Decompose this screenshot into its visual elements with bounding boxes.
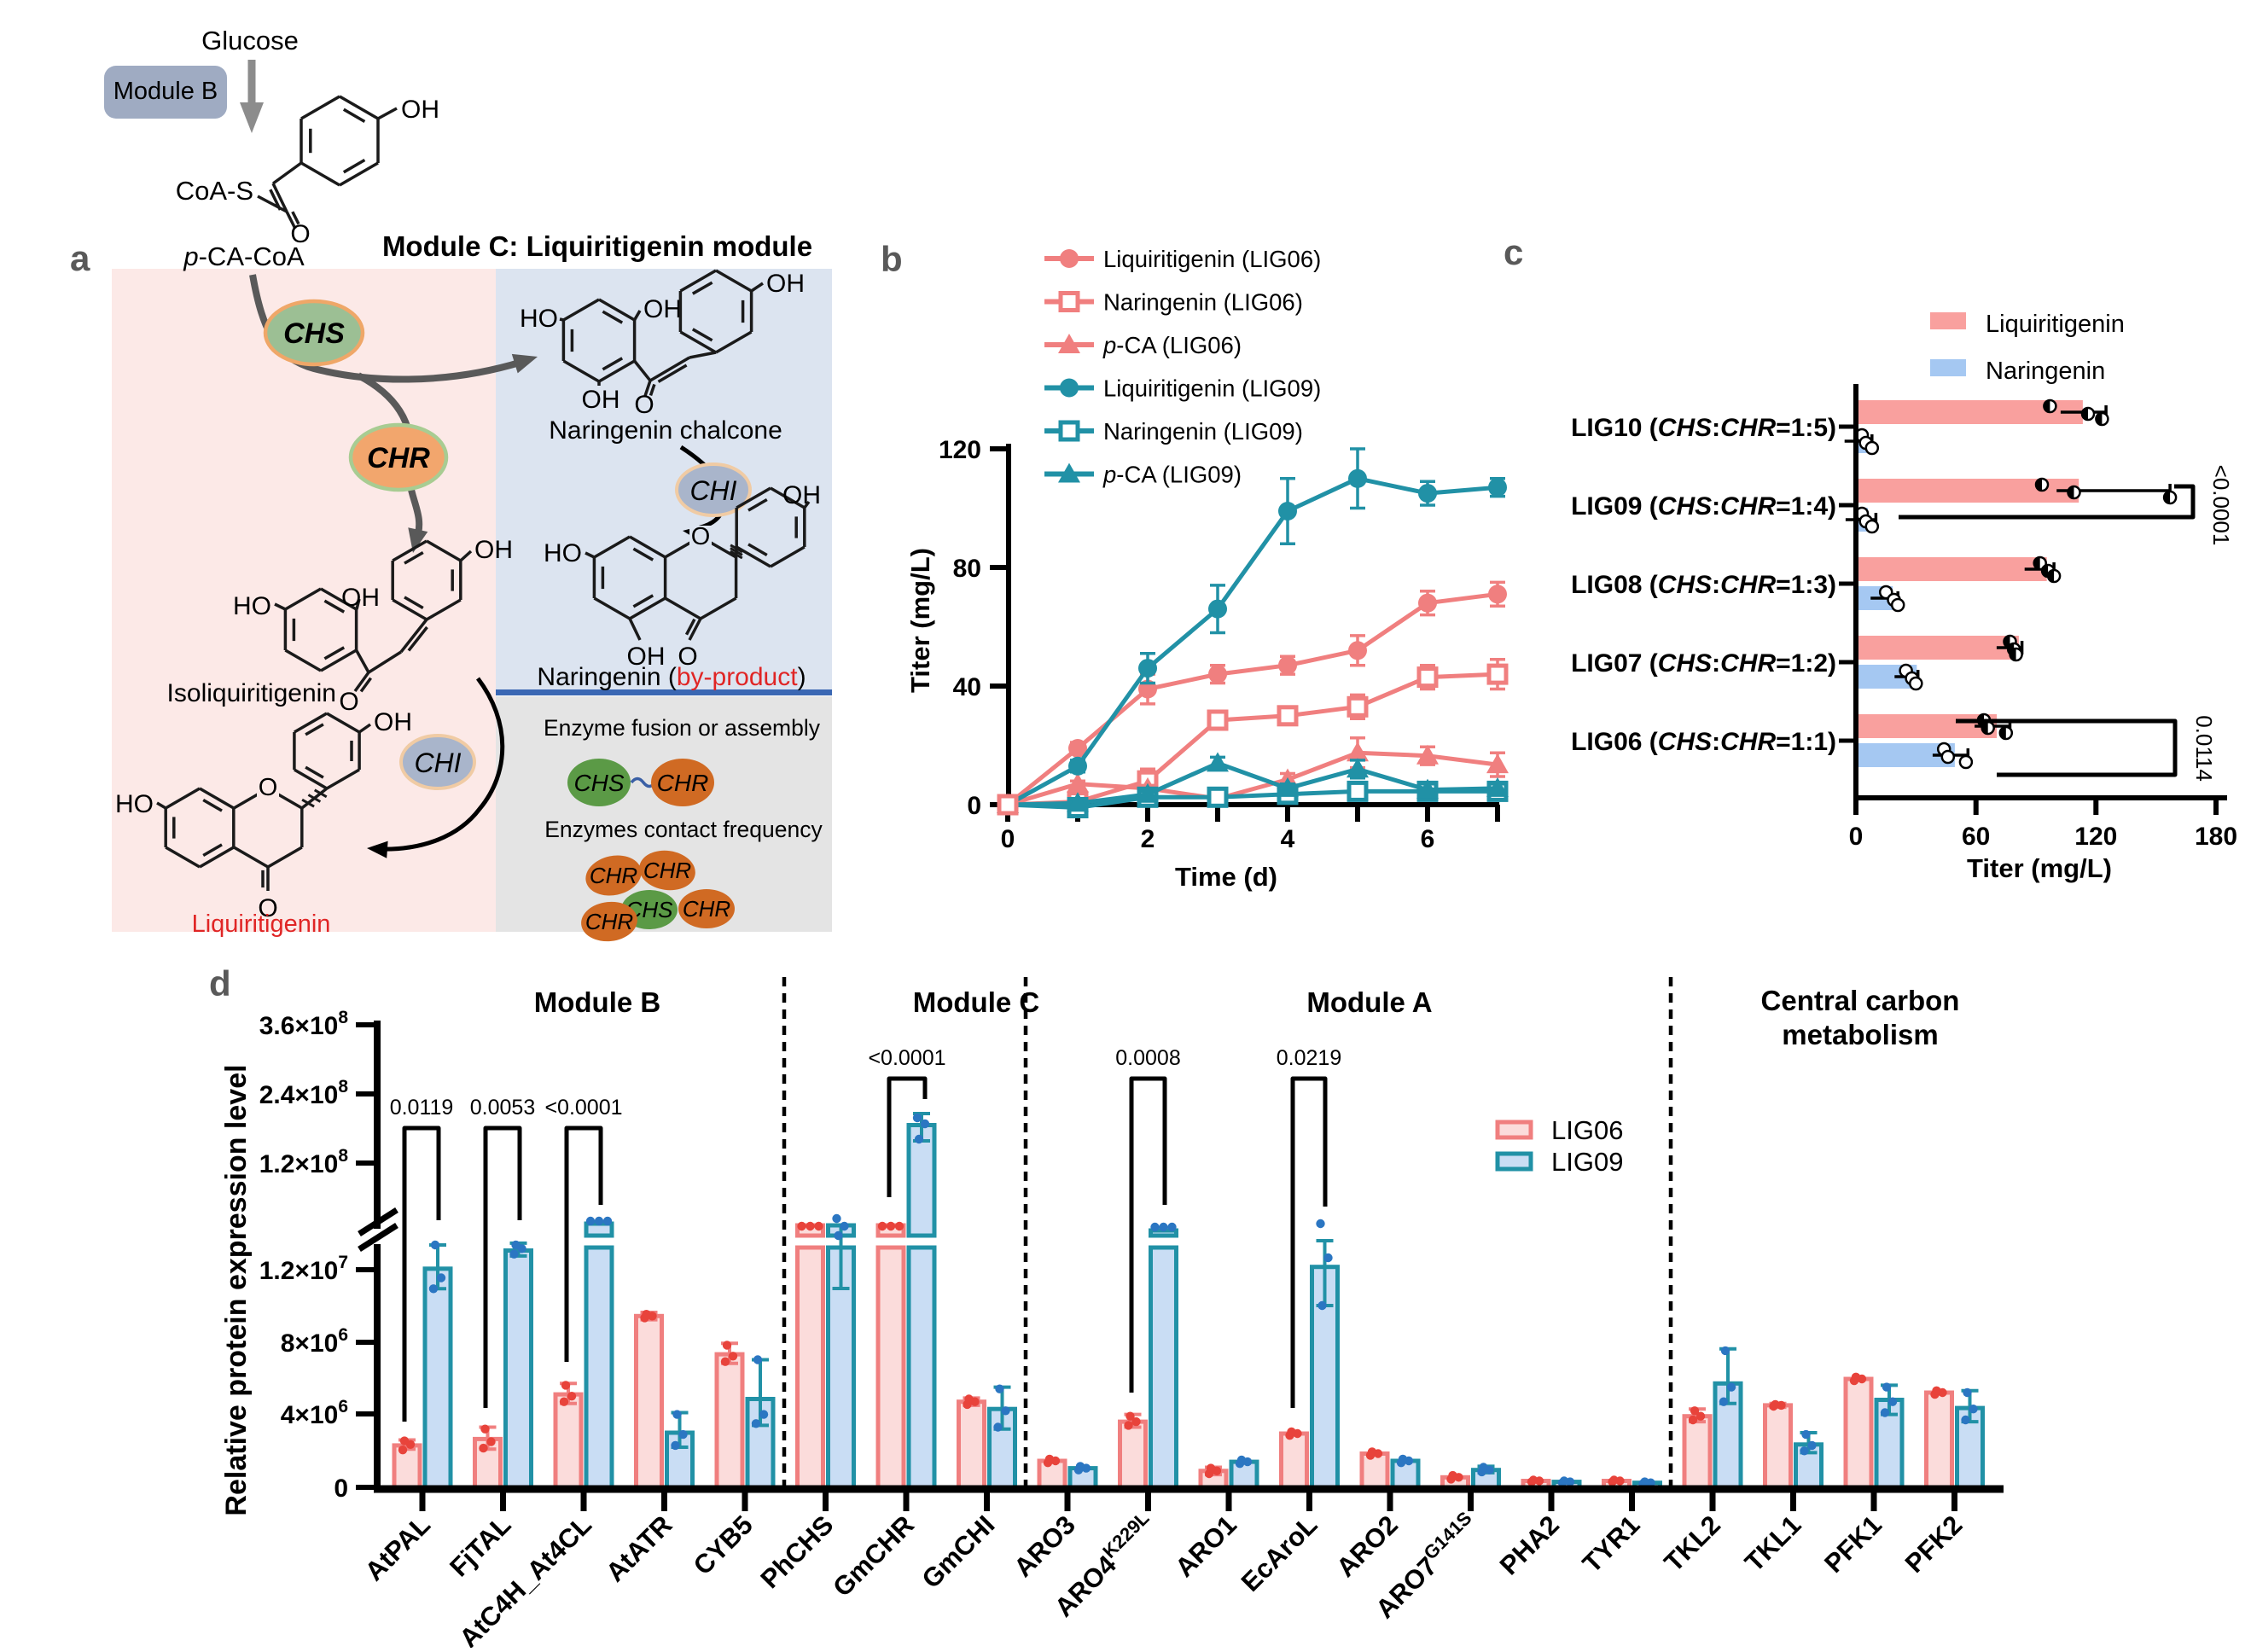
- svg-text:HO: HO: [115, 790, 154, 818]
- svg-text:Module C: Module C: [913, 986, 1039, 1018]
- svg-text:a: a: [70, 238, 90, 278]
- svg-text:p-CA-CoA: p-CA-CoA: [183, 241, 305, 271]
- svg-text:LIG08 (CHS:CHR=1:3): LIG08 (CHS:CHR=1:3): [1571, 571, 1836, 599]
- svg-text:3.6×108: 3.6×108: [259, 1008, 349, 1040]
- svg-text:0.0219: 0.0219: [1277, 1046, 1341, 1070]
- svg-text:OH: OH: [766, 270, 805, 298]
- svg-text:Naringenin chalcone: Naringenin chalcone: [549, 416, 782, 445]
- svg-text:Central carbon: Central carbon: [1761, 985, 1960, 1016]
- svg-text:0: 0: [334, 1475, 348, 1503]
- svg-text:Naringenin (LIG06): Naringenin (LIG06): [1103, 289, 1303, 316]
- svg-text:O: O: [634, 391, 654, 419]
- svg-text:40: 40: [953, 673, 981, 701]
- svg-text:0.0008: 0.0008: [1115, 1046, 1180, 1070]
- svg-text:1.2×107: 1.2×107: [259, 1253, 348, 1285]
- svg-text:Titer (mg/L): Titer (mg/L): [1967, 853, 2112, 883]
- svg-text:d: d: [209, 963, 231, 1003]
- svg-text:2.4×108: 2.4×108: [259, 1077, 349, 1109]
- svg-text:0.0119: 0.0119: [390, 1096, 454, 1120]
- svg-text:4×106: 4×106: [281, 1397, 348, 1429]
- svg-text:LIG06 (CHS:CHR=1:1): LIG06 (CHS:CHR=1:1): [1571, 728, 1836, 756]
- svg-text:OH: OH: [341, 584, 380, 612]
- svg-text:OH: OH: [474, 536, 513, 564]
- svg-text:LIG09: LIG09: [1551, 1147, 1623, 1177]
- svg-text:CHR: CHR: [367, 442, 430, 474]
- svg-text:b: b: [881, 239, 903, 279]
- svg-text:O: O: [678, 643, 697, 671]
- svg-text:2: 2: [1141, 825, 1155, 853]
- svg-text:LIG09 (CHS:CHR=1:4): LIG09 (CHS:CHR=1:4): [1571, 492, 1836, 521]
- svg-text:O: O: [259, 774, 278, 801]
- svg-text:Titer (mg/L): Titer (mg/L): [905, 548, 935, 693]
- svg-text:<0.0001: <0.0001: [2208, 465, 2234, 546]
- svg-text:p-CA (LIG06): p-CA (LIG06): [1102, 332, 1242, 358]
- svg-text:Naringenin (by-product): Naringenin (by-product): [537, 663, 806, 691]
- svg-text:Naringenin (LIG09): Naringenin (LIG09): [1103, 418, 1303, 445]
- svg-text:O: O: [258, 894, 277, 922]
- svg-text:0: 0: [1001, 825, 1015, 853]
- svg-text:CHR: CHR: [585, 909, 633, 934]
- svg-text:p-CA (LIG09): p-CA (LIG09): [1102, 462, 1242, 488]
- svg-text:8×106: 8×106: [281, 1325, 348, 1358]
- svg-text:120: 120: [939, 436, 981, 464]
- svg-text:Liquiritigenin: Liquiritigenin: [192, 910, 331, 938]
- svg-text:Enzyme fusion or assembly: Enzyme fusion or assembly: [544, 715, 821, 741]
- svg-text:Module C: Liquiritigenin modul: Module C: Liquiritigenin module: [382, 230, 812, 262]
- svg-text:80: 80: [953, 555, 981, 583]
- svg-text:LIG07 (CHS:CHR=1:2): LIG07 (CHS:CHR=1:2): [1571, 649, 1836, 678]
- svg-text:Time (d): Time (d): [1175, 862, 1277, 892]
- svg-text:HO: HO: [544, 539, 582, 567]
- svg-text:4: 4: [1281, 825, 1295, 853]
- svg-text:c: c: [1504, 232, 1523, 272]
- svg-text:0.0114: 0.0114: [2191, 715, 2217, 782]
- svg-text:Liquiritigenin (LIG09): Liquiritigenin (LIG09): [1103, 375, 1321, 402]
- svg-text:CHS: CHS: [283, 317, 345, 350]
- svg-text:Module B: Module B: [534, 986, 660, 1018]
- svg-text:Isoliquiritigenin: Isoliquiritigenin: [167, 679, 336, 707]
- svg-text:0.0053: 0.0053: [470, 1096, 535, 1120]
- svg-text:HO: HO: [233, 592, 271, 620]
- svg-text:120: 120: [2074, 823, 2117, 851]
- svg-text:OH: OH: [582, 386, 620, 414]
- svg-text:OH: OH: [401, 96, 439, 124]
- svg-text:Module A: Module A: [1306, 986, 1432, 1018]
- svg-text:CoA-S: CoA-S: [176, 176, 253, 206]
- svg-text:OH: OH: [374, 708, 412, 736]
- svg-text:Relative protein expression le: Relative protein expression level: [220, 1064, 253, 1515]
- svg-text:180: 180: [2195, 823, 2237, 851]
- svg-text:OH: OH: [643, 295, 682, 323]
- svg-text:CHR: CHR: [643, 858, 691, 883]
- svg-text:CHS: CHS: [573, 770, 624, 796]
- svg-text:6: 6: [1421, 825, 1435, 853]
- svg-text:Module B: Module B: [113, 78, 218, 105]
- svg-text:<0.0001: <0.0001: [868, 1046, 945, 1070]
- svg-text:Liquiritigenin: Liquiritigenin: [1986, 311, 2125, 338]
- svg-text:O: O: [339, 688, 358, 716]
- svg-text:OH: OH: [627, 643, 666, 671]
- svg-text:OH: OH: [782, 481, 821, 509]
- svg-text:metabolism: metabolism: [1782, 1019, 1938, 1050]
- svg-text:Enzymes contact frequency: Enzymes contact frequency: [544, 817, 823, 842]
- svg-text:O: O: [290, 220, 310, 248]
- svg-text:LIG10 (CHS:CHR=1:5): LIG10 (CHS:CHR=1:5): [1571, 414, 1836, 442]
- svg-text:Naringenin: Naringenin: [1986, 358, 2105, 385]
- svg-text:LIG06: LIG06: [1551, 1115, 1623, 1145]
- svg-text:CHI: CHI: [689, 475, 736, 506]
- svg-text:HO: HO: [520, 305, 558, 333]
- svg-text:Glucose: Glucose: [201, 26, 299, 55]
- svg-text:1.2×108: 1.2×108: [259, 1146, 349, 1178]
- svg-text:Liquiritigenin (LIG06): Liquiritigenin (LIG06): [1103, 246, 1321, 272]
- svg-text:O: O: [691, 523, 711, 550]
- svg-text:CHR: CHR: [683, 896, 730, 922]
- svg-text:CHR: CHR: [590, 863, 637, 888]
- svg-text:<0.0001: <0.0001: [544, 1096, 622, 1120]
- svg-text:0: 0: [1849, 823, 1864, 851]
- svg-text:CHI: CHI: [414, 747, 461, 778]
- svg-text:0: 0: [967, 792, 981, 820]
- svg-text:60: 60: [1962, 823, 1990, 851]
- svg-text:CHR: CHR: [657, 770, 709, 796]
